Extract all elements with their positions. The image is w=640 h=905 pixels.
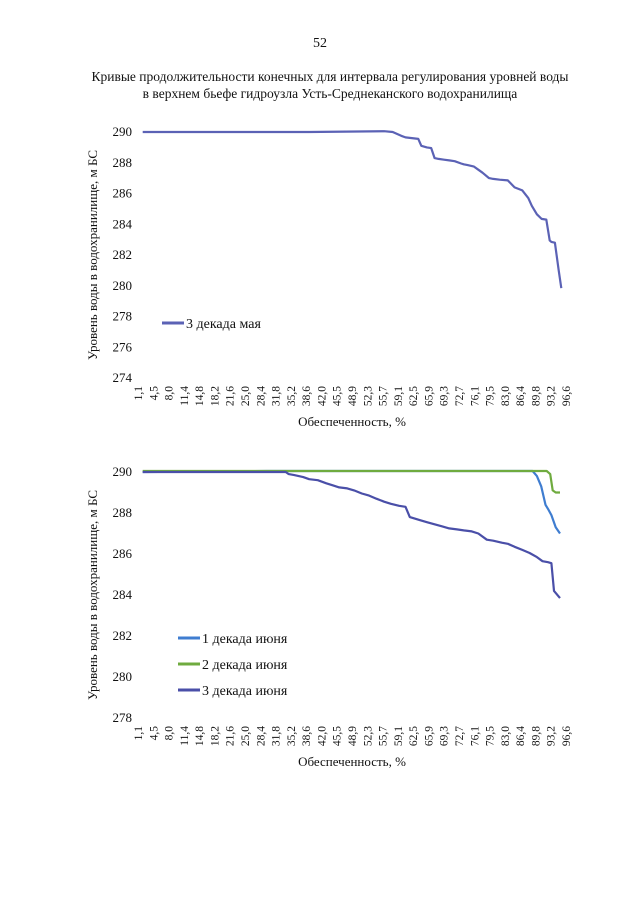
- y-axis-title: Уровень воды в водохранилище, м БС: [85, 490, 100, 700]
- y-tick-label: 282: [113, 628, 133, 643]
- x-tick-label: 55,7: [378, 726, 390, 746]
- page-number: 52: [313, 36, 327, 51]
- x-tick-label: 62,5: [408, 386, 420, 406]
- caption-line-1: Кривые продолжительности конечных для ин…: [91, 69, 569, 84]
- x-tick-label: 21,6: [225, 386, 237, 406]
- x-tick-label: 31,8: [271, 386, 283, 406]
- x-tick-label: 48,9: [347, 726, 359, 746]
- y-tick-label: 288: [113, 505, 133, 520]
- x-tick-label: 72,7: [454, 726, 466, 746]
- x-tick-label: 42,0: [316, 386, 328, 406]
- x-tick-label: 55,7: [378, 386, 390, 406]
- x-tick-label: 31,8: [271, 726, 283, 746]
- x-tick-label: 52,3: [362, 726, 374, 746]
- x-tick-label: 93,2: [546, 386, 558, 406]
- x-tick-label: 18,2: [209, 726, 221, 746]
- x-tick-label: 96,6: [561, 386, 573, 406]
- y-tick-label: 290: [113, 124, 133, 139]
- y-tick-label: 278: [113, 710, 133, 725]
- y-tick-label: 276: [113, 339, 133, 354]
- x-tick-label: 25,0: [240, 726, 252, 746]
- x-tick-label: 14,8: [194, 386, 206, 406]
- x-tick-label: 8,0: [164, 386, 176, 401]
- chart-may: 274 276 278 280 282 284 286 288 290 1,1 4,5 8,0 11,4…: [85, 124, 573, 429]
- x-tick-label: 65,9: [423, 386, 435, 406]
- x-tick-label: 76,1: [469, 726, 481, 746]
- x-tick-label: 86,4: [515, 386, 527, 406]
- caption-line-2: в верхнем бьефе гидроузла Усть-Среднекан…: [142, 86, 518, 101]
- x-tick-label: 4,5: [148, 726, 160, 741]
- x-tick-label: 14,8: [194, 726, 206, 746]
- y-tick-label: 286: [113, 546, 133, 561]
- series-line-2: [142, 469, 560, 494]
- series-line-3: [142, 470, 561, 599]
- x-tick-label: 83,0: [500, 386, 512, 406]
- x-axis-title: Обеспеченность, %: [298, 414, 406, 429]
- x-tick-label: 1,1: [133, 386, 145, 401]
- x-tick-label: 21,6: [225, 726, 237, 746]
- x-tick-label: 79,5: [485, 386, 497, 406]
- x-tick-label: 89,8: [530, 726, 542, 746]
- x-tick-label: 35,2: [286, 386, 298, 406]
- x-tick-label: 18,2: [209, 386, 221, 406]
- chart-june: 278 280 282 284 286 288 290 1,1 4,5 8,0 11,4 14,8 18…: [85, 464, 573, 769]
- x-tick-label: 48,9: [347, 386, 359, 406]
- figure-caption: Кривые продолжительности конечных для ин…: [60, 68, 600, 102]
- legend-label: 3 декада мая: [186, 317, 261, 332]
- x-tick-label: 8,0: [164, 726, 176, 741]
- x-tick-label: 35,2: [286, 726, 298, 746]
- y-tick-label: 282: [113, 247, 133, 262]
- y-tick-label: 278: [113, 309, 133, 324]
- x-tick-label: 38,6: [301, 726, 313, 746]
- x-tick-label: 45,5: [332, 386, 344, 406]
- x-tick-label: 52,3: [362, 386, 374, 406]
- x-tick-label: 62,5: [408, 726, 420, 746]
- x-tick-label: 69,3: [439, 726, 451, 746]
- x-tick-label: 59,1: [393, 726, 405, 746]
- x-tick-label: 1,1: [133, 726, 145, 741]
- x-tick-label: 28,4: [255, 726, 267, 746]
- y-tick-label: 290: [113, 464, 133, 479]
- x-tick-label: 96,6: [561, 726, 573, 746]
- x-tick-label: 45,5: [332, 726, 344, 746]
- y-tick-label: 288: [113, 155, 133, 170]
- series-line-1: [142, 469, 561, 535]
- x-tick-label: 25,0: [240, 386, 252, 406]
- x-tick-label: 38,6: [301, 386, 313, 406]
- y-tick-label: 280: [113, 278, 133, 293]
- x-tick-label: 79,5: [485, 726, 497, 746]
- y-tick-label: 284: [113, 216, 133, 231]
- y-tick-label: 280: [113, 669, 133, 684]
- x-tick-label: 69,3: [439, 386, 451, 406]
- legend-label: 1 декада июня: [202, 632, 288, 647]
- legend-label: 3 декада июня: [202, 684, 288, 699]
- y-axis-title: Уровень воды в водохранилище, м БС: [85, 150, 100, 360]
- x-tick-label: 93,2: [546, 726, 558, 746]
- legend-label: 2 декада июня: [202, 658, 288, 673]
- y-tick-label: 286: [113, 186, 133, 201]
- y-tick-label: 274: [113, 370, 133, 385]
- x-tick-label: 28,4: [255, 386, 267, 406]
- x-tick-label: 42,0: [316, 726, 328, 746]
- x-tick-label: 89,8: [530, 386, 542, 406]
- x-tick-label: 72,7: [454, 386, 466, 406]
- x-tick-label: 76,1: [469, 386, 481, 406]
- x-axis-title: Обеспеченность, %: [298, 754, 406, 769]
- series-line-1: [142, 130, 563, 289]
- x-tick-label: 59,1: [393, 386, 405, 406]
- y-tick-label: 284: [113, 587, 133, 602]
- x-tick-label: 86,4: [515, 726, 527, 746]
- x-tick-label: 65,9: [423, 726, 435, 746]
- x-tick-label: 11,4: [179, 726, 191, 746]
- x-tick-label: 83,0: [500, 726, 512, 746]
- x-tick-label: 11,4: [179, 386, 191, 406]
- x-tick-label: 4,5: [148, 386, 160, 401]
